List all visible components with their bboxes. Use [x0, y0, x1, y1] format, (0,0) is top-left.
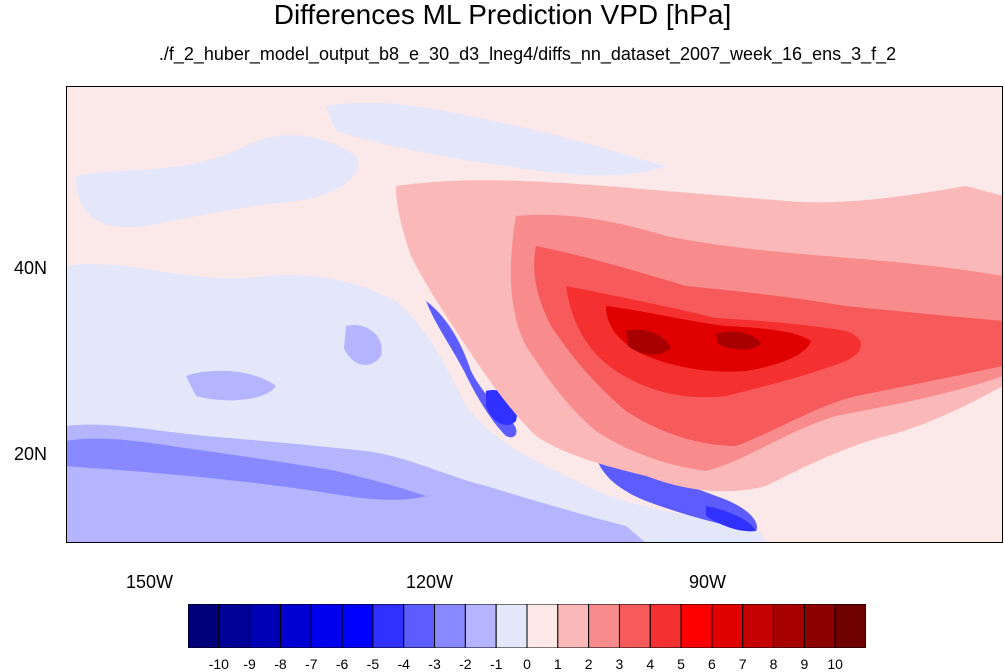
- colorbar-swatch: [249, 604, 281, 648]
- colorbar-tick-label: 10: [827, 656, 843, 672]
- colorbar-tick-label: 6: [708, 656, 716, 672]
- colorbar-tick-label: -8: [274, 656, 287, 672]
- colorbar: [188, 604, 866, 648]
- colorbar-swatch: [403, 604, 436, 648]
- lon-label-90w: 90W: [689, 572, 727, 592]
- lon-label-150w: 150W: [126, 572, 174, 592]
- colorbar-tick-label: -1: [489, 656, 503, 672]
- colorbar-swatch: [310, 604, 343, 648]
- colorbar-tick-label: 0: [523, 656, 531, 672]
- colorbar-swatch: [773, 604, 805, 648]
- map-title: Differences ML Prediction VPD [hPa]: [273, 0, 732, 30]
- colorbar-tick-label: -9: [243, 656, 256, 672]
- north-pacific-cool-region: [76, 135, 358, 228]
- map-subtitle: ./f_2_huber_model_output_b8_e_30_d3_lneg…: [158, 44, 897, 64]
- colorbar-swatch: [618, 604, 651, 648]
- colorbar-swatch: [434, 604, 466, 648]
- colorbar-tick-label: -5: [366, 656, 380, 672]
- colorbar-tick-label: 4: [646, 656, 655, 672]
- coastal-cool-strip: [426, 301, 517, 438]
- pacific-blue-patch-2: [344, 325, 382, 365]
- colorbar-swatch: [218, 604, 251, 648]
- lat-label-40n: 40N: [14, 258, 48, 278]
- colorbar-tick-label: -3: [428, 656, 441, 672]
- colorbar-tick-label: -7: [305, 656, 318, 672]
- colorbar-tick-label: 7: [738, 656, 747, 672]
- colorbar-swatch: [742, 604, 775, 648]
- peak-warm-anomaly: [626, 329, 761, 355]
- colorbar-swatch: [464, 604, 497, 648]
- colorbar-tick-label: -6: [335, 656, 349, 672]
- colorbar-swatch: [803, 604, 836, 648]
- colorbar-swatch: [372, 604, 405, 648]
- colorbar-swatch: [557, 604, 590, 648]
- colorbar-swatch: [680, 604, 713, 648]
- colorbar-tick-label: 9: [800, 656, 809, 672]
- colorbar-swatch: [495, 604, 528, 648]
- colorbar-tick-label: 5: [677, 656, 685, 672]
- colorbar-tick-label: 3: [615, 656, 624, 672]
- gulf-of-alaska-cool: [326, 102, 666, 176]
- lon-label-120w: 120W: [406, 572, 454, 592]
- mexico-coast-strong-cool: [706, 506, 756, 532]
- colorbar-tick-label: 8: [769, 656, 778, 672]
- colorbar-swatch: [834, 604, 866, 648]
- colorbar-swatch: [279, 604, 312, 648]
- colorbar-tick-label: -4: [397, 656, 410, 672]
- colorbar-swatch: [711, 604, 744, 648]
- colorbar-tick-label: -2: [459, 656, 472, 672]
- lat-label-20n: 20N: [14, 444, 48, 464]
- colorbar-tick-label: 2: [584, 656, 593, 672]
- colorbar-swatch: [649, 604, 682, 648]
- pacific-blue-band-2: [66, 438, 426, 500]
- colorbar-swatch: [341, 604, 374, 648]
- colorbar-tick-label: 1: [553, 656, 562, 672]
- texas-strong-warm: [606, 306, 811, 372]
- pacific-blue-patch-1: [186, 370, 276, 401]
- colorbar-swatch: [588, 604, 620, 648]
- map-panel: [66, 86, 1003, 543]
- colorbar-swatch: [188, 604, 220, 648]
- colorbar-swatch: [526, 604, 559, 648]
- vpd-difference-field: [66, 86, 1003, 543]
- colorbar-tick-label: -10: [208, 656, 229, 672]
